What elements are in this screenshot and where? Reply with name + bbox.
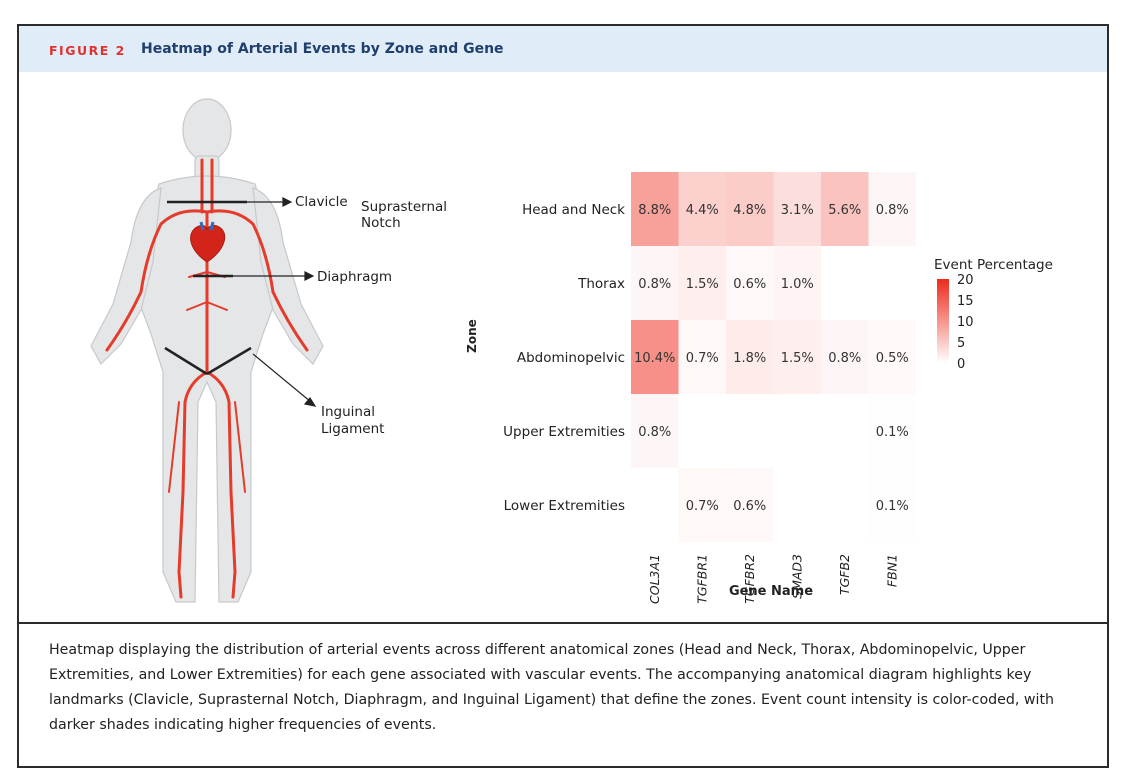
label-diaphragm: Diaphragm — [317, 269, 392, 285]
heatmap-row-labels: Head and Neck Thorax Abdominopelvic Upper E… — [503, 202, 625, 514]
heatmap-cell-label: 0.8% — [638, 425, 671, 440]
y-axis-label: Zone — [465, 319, 479, 353]
column-label: FBN1 — [884, 554, 899, 587]
heatmap-cell — [726, 172, 774, 246]
heatmap-cell — [821, 172, 869, 246]
row-label: Thorax — [577, 276, 625, 292]
heatmap-cell-label: 1.8% — [733, 351, 766, 366]
heatmap-cell — [821, 320, 869, 394]
heatmap-cell-label: 10.4% — [634, 351, 675, 366]
row-label: Head and Neck — [522, 202, 625, 218]
landmark-lines — [164, 200, 252, 376]
heatmap-cell — [726, 320, 774, 394]
heatmap-cell-label: 1.5% — [781, 351, 814, 366]
heatmap-cell-label: 1.5% — [686, 277, 719, 292]
heatmap-cell-label: 0.8% — [876, 203, 909, 218]
figure-title: Heatmap of Arterial Events by Zone and G… — [141, 41, 504, 57]
row-label: Upper Extremities — [503, 424, 625, 440]
heatmap-cell-label: 8.8% — [638, 203, 671, 218]
heatmap-cell — [678, 468, 726, 542]
heatmap-cell — [631, 394, 679, 468]
figure-label: FIGURE 2 — [49, 43, 126, 58]
figure-body: Clavicle Suprasternal Notch Diaphragm In… — [90, 98, 1053, 604]
heatmap-cell — [631, 246, 679, 320]
colorbar-tick-label: 0 — [957, 357, 965, 372]
heatmap-cell — [678, 172, 726, 246]
heatmap-cell-label: 0.1% — [876, 425, 909, 440]
heatmap-cell-label: 4.8% — [733, 203, 766, 218]
anatomy-diagram: Clavicle Suprasternal Notch Diaphragm In… — [90, 98, 447, 603]
heatmap-cell-label: 0.8% — [638, 277, 671, 292]
heatmap-cell — [773, 246, 821, 320]
heatmap-cell-label: 0.7% — [686, 499, 719, 514]
heatmap-cell-label: 0.8% — [828, 351, 861, 366]
figure-panel: FIGURE 2 Heatmap of Arterial Events by Z… — [17, 24, 1109, 768]
colorbar-ticks: 20 15 10 5 0 — [957, 273, 974, 372]
heatmap-cell-label: 0.6% — [733, 499, 766, 514]
heatmap-cell-label: 0.7% — [686, 351, 719, 366]
heatmap-cell-label: 0.5% — [876, 351, 909, 366]
colorbar: Event Percentage 20 15 10 5 0 — [934, 257, 1053, 372]
heatmap-cell — [726, 468, 774, 542]
heatmap-cell — [773, 320, 821, 394]
heatmap-cell — [868, 394, 916, 468]
heatmap-cell-label: 5.6% — [828, 203, 861, 218]
heatmap-cell-label: 0.1% — [876, 499, 909, 514]
heatmap-value-labels: 8.8% 4.4% 4.8% 3.1% 5.6% 0.8% 0.8% 1.5% 0.6% 1.0%… — [634, 203, 909, 514]
label-suprasternal-1: Suprasternal — [361, 199, 447, 215]
heatmap-cell-label: 4.4% — [686, 203, 719, 218]
heatmap-cell — [868, 172, 916, 246]
column-label: COL3A1 — [647, 554, 662, 604]
heatmap-chart: 8.8% 4.4% 4.8% 3.1% 5.6% 0.8% 0.8% 1.5% 0.6% 1.0%… — [465, 172, 916, 604]
colorbar-gradient — [937, 279, 949, 363]
annotation-arrows — [233, 197, 317, 407]
heatmap-cell — [678, 320, 726, 394]
heatmap-cell — [631, 320, 679, 394]
column-label: TGFBR1 — [694, 554, 709, 604]
body-silhouette — [90, 98, 324, 603]
heatmap-cell — [726, 246, 774, 320]
label-clavicle: Clavicle — [295, 194, 348, 210]
heatmap-cell-label: 1.0% — [781, 277, 814, 292]
heatmap-cell — [631, 172, 679, 246]
figure-caption: Heatmap displaying the distribution of a… — [49, 642, 1054, 733]
heatmap-cell — [773, 172, 821, 246]
row-label: Abdominopelvic — [517, 350, 625, 366]
heart-icon — [190, 221, 226, 263]
heatmap-column-labels: COL3A1 TGFBR1 TGFBR2 SMAD3 TGFB2 FBN1 — [647, 554, 900, 604]
x-axis-label: Gene Name — [729, 584, 813, 599]
heatmap-cell — [868, 320, 916, 394]
heatmap-cell-label: 3.1% — [781, 203, 814, 218]
colorbar-tick-label: 5 — [957, 336, 965, 351]
heatmap-cell — [868, 468, 916, 542]
caption-divider — [19, 622, 1107, 624]
column-label: TGFBR2 — [742, 554, 757, 604]
heatmap-cell — [678, 246, 726, 320]
label-inguinal-1: Inguinal — [321, 404, 375, 420]
heatmap-cell-label: 0.6% — [733, 277, 766, 292]
row-label: Lower Extremities — [504, 498, 625, 514]
label-inguinal-2: Ligament — [321, 421, 384, 437]
figure-header: FIGURE 2 Heatmap of Arterial Events by Z… — [19, 26, 1107, 72]
column-label: TGFB2 — [837, 554, 852, 595]
colorbar-title: Event Percentage — [934, 257, 1053, 273]
colorbar-tick-label: 20 — [957, 273, 974, 288]
colorbar-tick-label: 15 — [957, 294, 974, 309]
heatmap-cells — [631, 172, 916, 542]
colorbar-tick-label: 10 — [957, 315, 974, 330]
label-suprasternal-2: Notch — [361, 215, 401, 231]
column-label: SMAD3 — [789, 554, 804, 599]
